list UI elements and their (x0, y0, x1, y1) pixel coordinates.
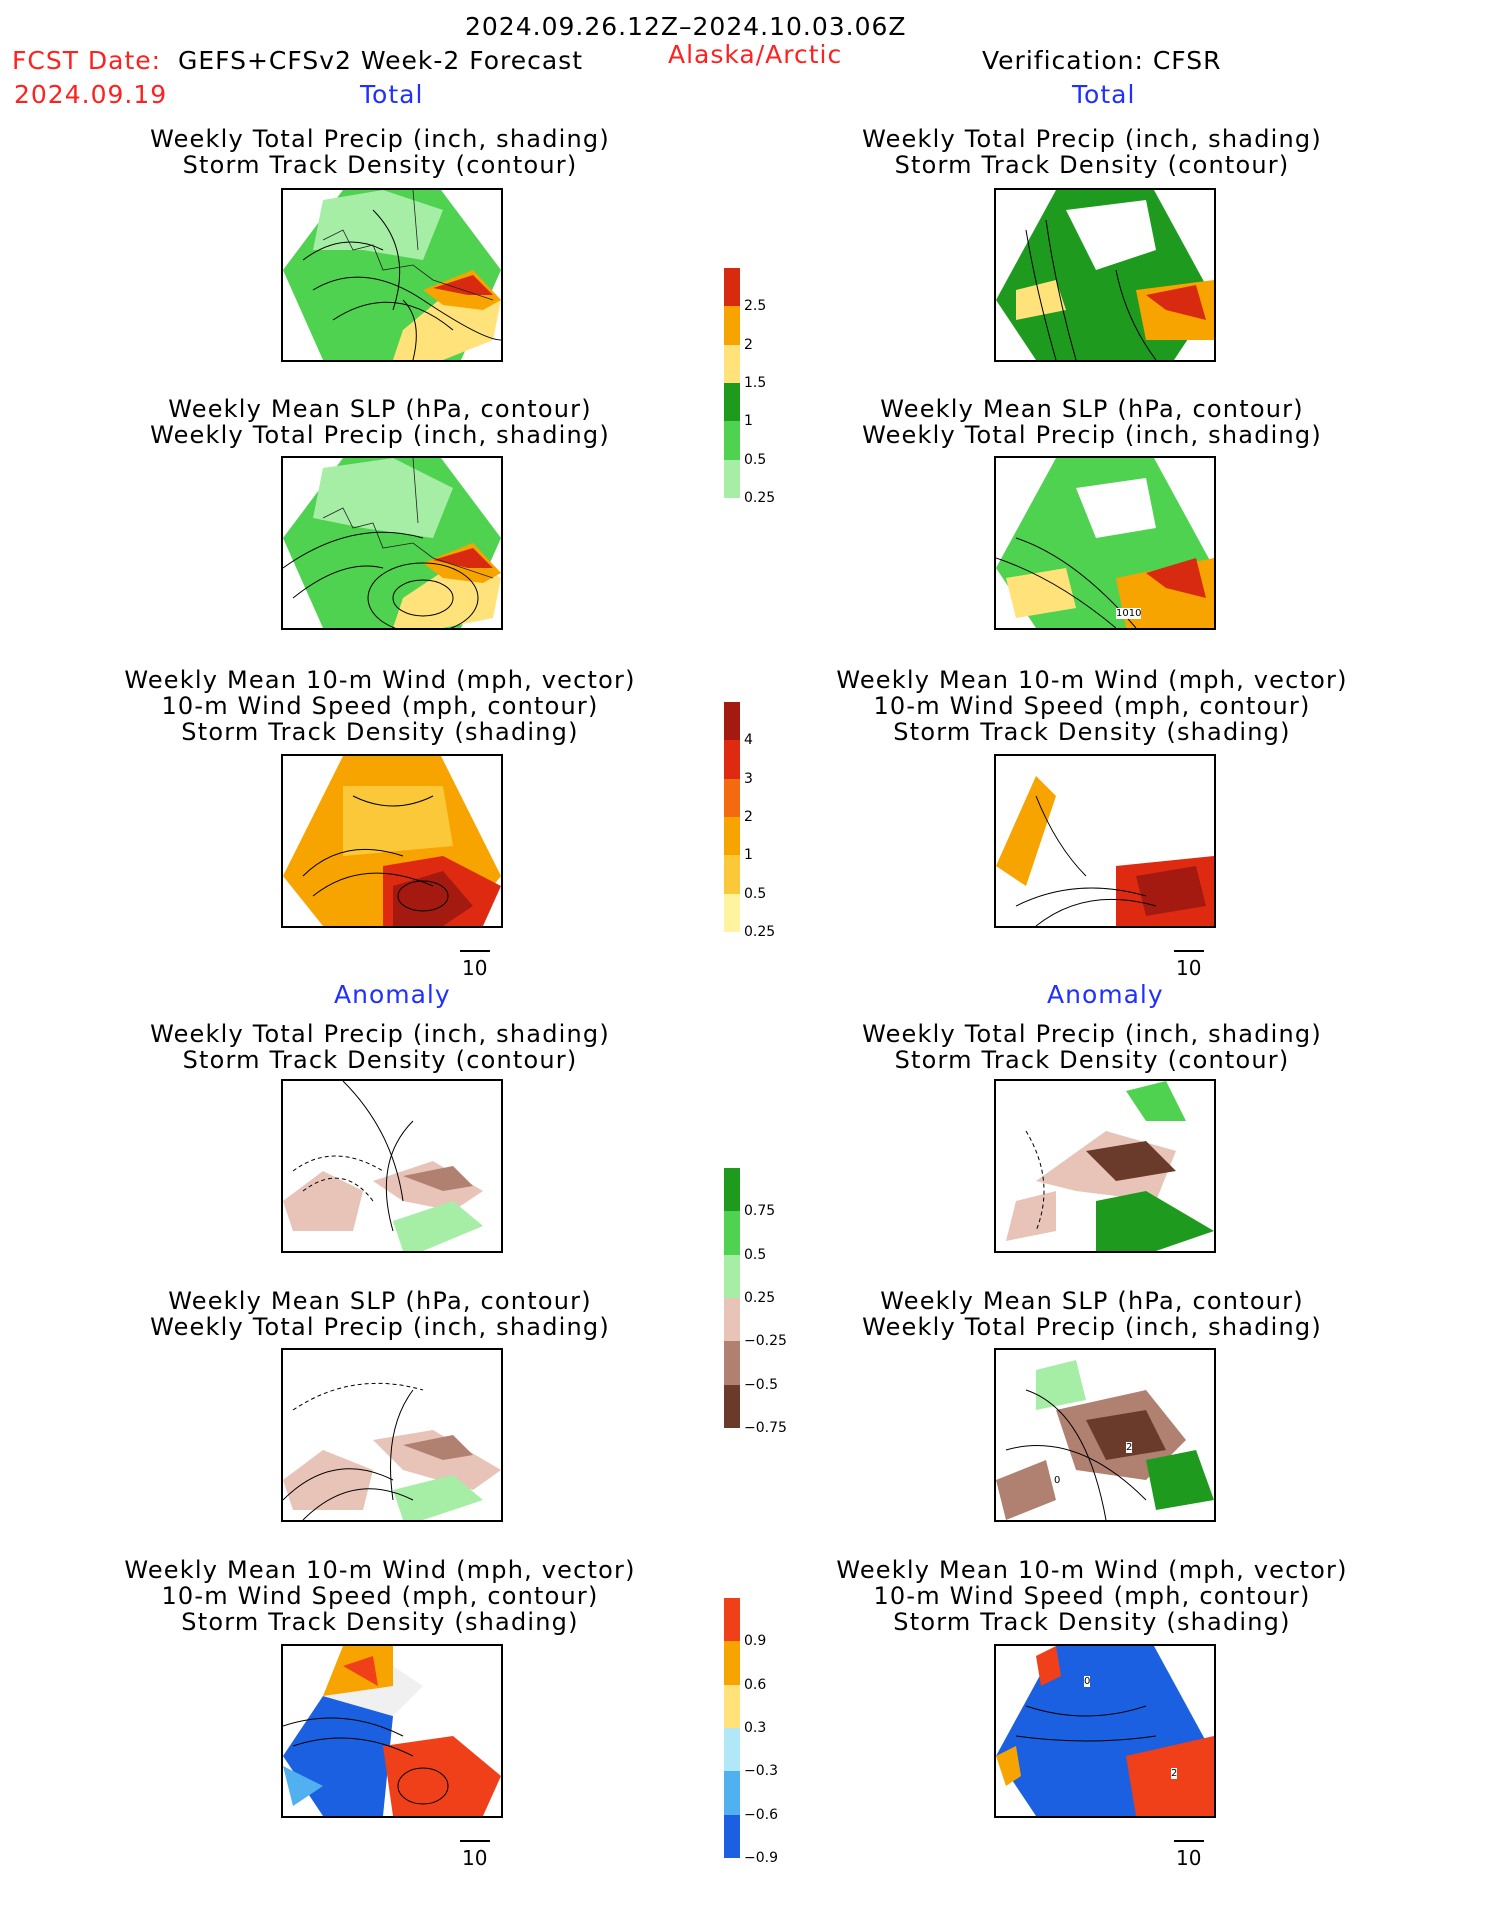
map-right-anom-wind-storm: 0 2 (994, 1644, 1216, 1818)
colorbar-tick-label: 0.5 (744, 451, 767, 468)
colorbar-segment (724, 1598, 740, 1642)
colorbar-tick-label: 0.5 (744, 1246, 767, 1263)
colorbar-tick-label: 2 (744, 809, 753, 825)
colorbar-tick-label: −0.5 (744, 1376, 778, 1393)
colorbar-segment (724, 1254, 740, 1298)
colorbar-segment (724, 1641, 740, 1685)
colorbar-tick-label: 0.75 (744, 1203, 776, 1220)
colorbar-tick-label: −0.75 (744, 1420, 787, 1436)
colorbar-tick-label: −0.3 (744, 1763, 778, 1780)
colorbar-segment (724, 893, 740, 932)
colorbar-tick-label: 0.3 (744, 1720, 767, 1736)
section-total-left: Total (360, 80, 424, 109)
caption-left-anom-wind-storm: Weekly Mean 10-m Wind (mph, vector) 10-m … (124, 1556, 636, 1636)
caption-left-anom-precip-storm: Weekly Total Precip (inch, shading) Storm… (150, 1020, 610, 1074)
colorbar-segment (724, 702, 740, 741)
colorbar-tick-label: 0.25 (744, 490, 776, 506)
map-right-anom-precip-storm (994, 1079, 1216, 1253)
colorbar-tick-label: −0.9 (744, 1850, 778, 1866)
colorbar-segment (724, 1684, 740, 1728)
caption-right-anom-slp-precip: Weekly Mean SLP (hPa, contour) Weekly Tot… (862, 1287, 1322, 1341)
map-left-anom-slp-precip (281, 1348, 503, 1522)
map-right-slp-precip: 1010 (994, 456, 1216, 630)
colorbar-precip-total: 2.5 2 1.5 1 0.5 0.25 (724, 268, 775, 518)
colorbar-segment (724, 1728, 740, 1772)
colorbar-tick-label: 0.6 (744, 1676, 767, 1693)
colorbar-storm-anom: 0.9 0.6 0.3 −0.3 −0.6 −0.9 (724, 1598, 778, 1878)
anom-wind-label-0: 0 (1084, 1676, 1091, 1687)
colorbar-tick-label: −0.25 (744, 1333, 787, 1350)
period-title: 2024.09.26.12Z–2024.10.03.06Z (465, 12, 907, 41)
caption-left-anom-slp-precip: Weekly Mean SLP (hPa, contour) Weekly Tot… (150, 1287, 610, 1341)
fcst-label: FCST Date: (12, 46, 162, 75)
colorbar-segment (724, 1771, 740, 1815)
colorbar-tick-label: −0.6 (744, 1806, 778, 1823)
map-right-anom-slp-precip: 2 0 (994, 1348, 1216, 1522)
colorbar-segment (724, 817, 740, 856)
caption-right-anom-wind-storm: Weekly Mean 10-m Wind (mph, vector) 10-m … (836, 1556, 1348, 1636)
map-left-slp-precip (281, 456, 503, 630)
colorbar-tick-label: 1.5 (744, 375, 767, 391)
colorbar-storm-total: 4 3 2 1 0.5 0.25 (724, 702, 775, 952)
colorbar-segment (724, 383, 740, 422)
map-left-anom-wind-storm (281, 1644, 503, 1818)
caption-left-slp-precip: Weekly Mean SLP (hPa, contour) Weekly Tot… (150, 395, 610, 449)
colorbar-segment (724, 740, 740, 779)
colorbar-tick-label: 4 (744, 732, 753, 749)
fcst-date: 2024.09.19 (14, 80, 168, 109)
anom-contour-label-2: 2 (1126, 1442, 1133, 1453)
caption-right-wind-storm: Weekly Mean 10-m Wind (mph, vector) 10-m … (836, 666, 1348, 746)
region-title: Alaska/Arctic (668, 40, 843, 69)
slp-contour-label: 1010 (1116, 608, 1142, 619)
colorbar-precip-anom: 0.75 0.5 0.25 −0.25 −0.5 −0.75 (724, 1168, 787, 1448)
map-right-wind-storm (994, 754, 1216, 928)
colorbar-segment (724, 268, 740, 307)
colorbar-tick-label: 0.25 (744, 1290, 776, 1306)
colorbar-segment (724, 1384, 740, 1428)
caption-right-precip-storm: Weekly Total Precip (inch, shading) Storm… (862, 125, 1322, 179)
map-left-precip-storm (281, 188, 503, 362)
caption-left-precip-storm: Weekly Total Precip (inch, shading) Storm… (150, 125, 610, 179)
colorbar-segment (724, 778, 740, 817)
colorbar-segment (724, 344, 740, 383)
map-right-precip-storm (994, 188, 1216, 362)
colorbar-segment (724, 306, 740, 345)
colorbar-segment (724, 1211, 740, 1255)
map-left-anom-precip-storm (281, 1079, 503, 1253)
colorbar-tick-label: 2.5 (744, 298, 767, 315)
colorbar-tick-label: 2 (744, 336, 753, 353)
anom-wind-label-2: 2 (1171, 1768, 1178, 1779)
map-left-wind-storm (281, 754, 503, 928)
caption-right-anom-precip-storm: Weekly Total Precip (inch, shading) Storm… (862, 1020, 1322, 1074)
colorbar-segment (724, 855, 740, 894)
colorbar-tick-label: 1 (744, 413, 753, 430)
section-anomaly-right: Anomaly (1047, 980, 1164, 1009)
section-total-right: Total (1072, 80, 1136, 109)
colorbar-segment (724, 459, 740, 498)
section-anomaly-left: Anomaly (334, 980, 451, 1009)
fcst-model: GEFS+CFSv2 Week-2 Forecast (178, 46, 583, 75)
verification-label: Verification: CFSR (982, 46, 1222, 75)
colorbar-segment (724, 1298, 740, 1342)
colorbar-segment (724, 1814, 740, 1858)
colorbar-segment (724, 421, 740, 460)
colorbar-tick-label: 0.5 (744, 885, 767, 902)
caption-left-wind-storm: Weekly Mean 10-m Wind (mph, vector) 10-m … (124, 666, 636, 746)
colorbar-tick-label: 0.25 (744, 924, 776, 940)
anom-contour-label-0: 0 (1054, 1475, 1061, 1486)
colorbar-tick-label: 1 (744, 847, 753, 864)
colorbar-segment (724, 1341, 740, 1385)
colorbar-segment (724, 1168, 740, 1212)
colorbar-tick-label: 0.9 (744, 1633, 767, 1650)
caption-right-slp-precip: Weekly Mean SLP (hPa, contour) Weekly Tot… (862, 395, 1322, 449)
colorbar-tick-label: 3 (744, 770, 753, 787)
